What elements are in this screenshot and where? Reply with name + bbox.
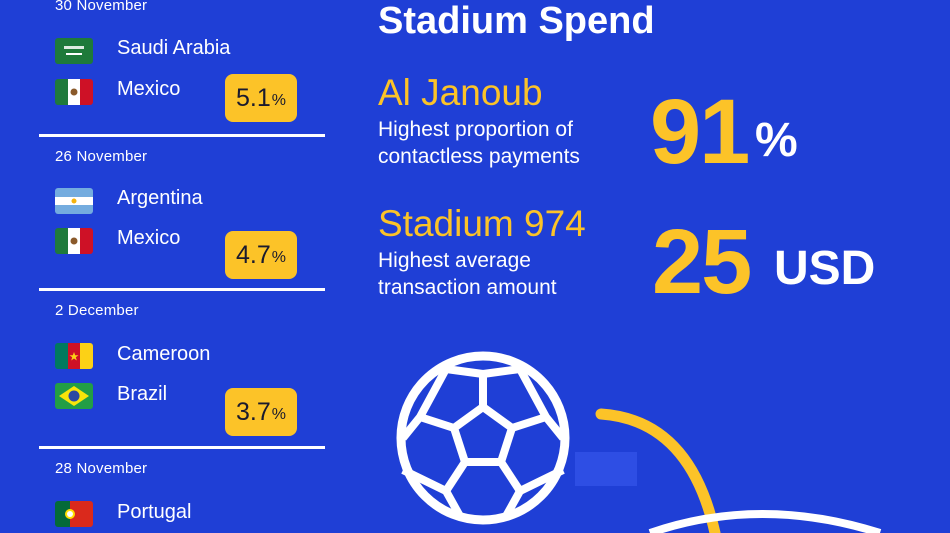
stat-description: Highest average transaction amount	[378, 249, 557, 299]
venue-name: Al Janoub	[378, 72, 543, 113]
match-date: 2 December	[55, 302, 139, 319]
match-date: 28 November	[55, 460, 148, 477]
stat-description: Highest proportion of contactless paymen…	[378, 118, 580, 168]
argentina-flag-icon	[55, 188, 93, 214]
team-name: Brazil	[117, 383, 168, 405]
saudi-arabia-flag-icon	[55, 38, 93, 64]
section-heading: Stadium Spend	[378, 0, 655, 42]
mexico-flag-icon	[55, 79, 93, 105]
percentage-badge: 3.7%	[225, 388, 297, 436]
stat-unit: USD	[774, 242, 876, 295]
stat-value: 25	[652, 211, 752, 313]
percentage-badge: 5.1%	[225, 74, 297, 122]
team-name: Mexico	[117, 227, 181, 249]
venue-name: Stadium 974	[378, 203, 586, 244]
match-date: 30 November	[55, 0, 148, 14]
stat-value: 91	[650, 81, 750, 183]
yellow-arc	[595, 408, 721, 533]
match-date: 26 November	[55, 148, 148, 165]
decorative-block	[575, 452, 637, 486]
team-name: Mexico	[117, 78, 181, 100]
cameroon-flag-icon	[55, 343, 93, 369]
percentage-badge: 4.7%	[225, 231, 297, 279]
divider	[39, 446, 325, 449]
brazil-flag-icon	[55, 383, 93, 409]
stat-unit: %	[755, 114, 798, 167]
portugal-flag-icon	[55, 501, 93, 527]
team-name: Portugal	[117, 501, 192, 523]
divider	[39, 288, 325, 291]
soccer-ball-icon	[396, 351, 570, 525]
divider	[39, 134, 325, 137]
team-name: Cameroon	[117, 343, 211, 365]
white-arc	[648, 510, 882, 533]
team-name: Argentina	[117, 187, 203, 209]
mexico-flag-icon	[55, 228, 93, 254]
team-name: Saudi Arabia	[117, 37, 231, 59]
